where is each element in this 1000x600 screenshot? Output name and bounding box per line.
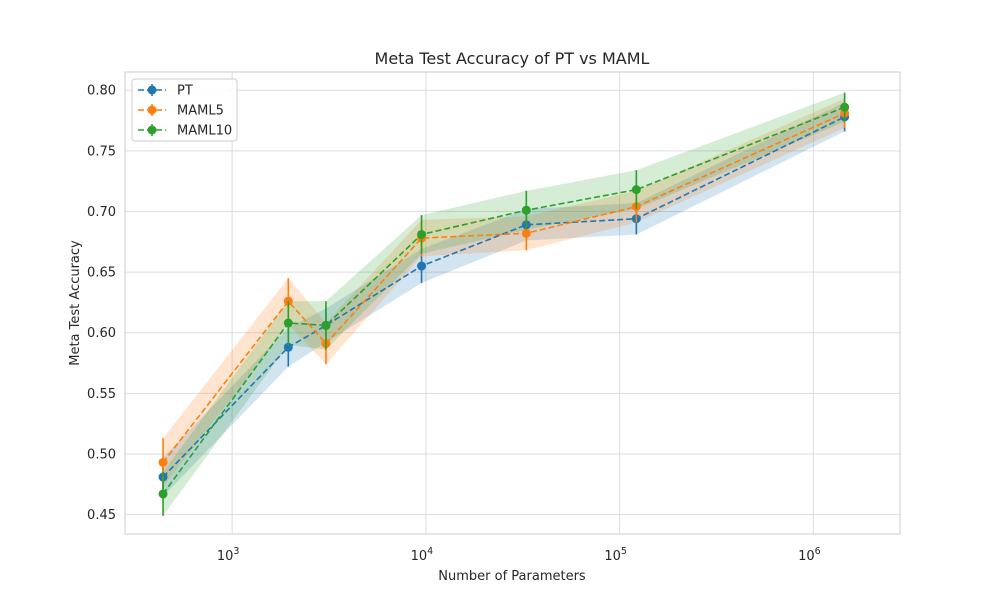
y-tick-label: 0.65 [87,266,116,281]
y-tick-label: 0.50 [87,447,116,462]
y-tick-label: 0.70 [87,205,116,220]
data-point-maml10 [321,320,331,330]
legend-label-maml10: MAML10 [177,124,232,139]
y-tick-label: 0.75 [87,144,116,159]
legend-marker-maml5 [147,105,157,115]
data-point-maml5 [521,228,531,238]
data-point-maml5 [158,457,168,467]
data-point-pt [417,261,427,271]
legend-marker-maml10 [147,125,157,135]
series-group [158,92,850,516]
y-tick-label: 0.45 [87,508,116,523]
chart-title: Meta Test Accuracy of PT vs MAML [375,49,650,68]
data-point-maml10 [158,489,168,499]
data-point-maml10 [283,318,293,328]
legend-item-maml5: MAML5 [138,104,224,119]
grid [125,72,900,534]
x-tick-label: 104 [411,546,434,564]
confidence-band-maml5 [163,98,845,487]
x-axis-label: Number of Parameters [438,569,586,584]
y-tick-label: 0.60 [87,326,116,341]
legend-item-pt: PT [138,84,193,99]
legend-box [131,78,238,142]
confidence-band-pt [163,102,845,497]
data-point-pt [283,342,293,352]
plot-area [125,72,900,534]
x-axis-ticks: 103 104 105 106 [217,546,821,564]
data-point-maml10 [417,229,427,239]
data-point-maml10 [631,185,641,195]
y-axis-label: Meta Test Accuracy [68,240,83,366]
data-point-maml10 [840,102,850,112]
data-point-maml10 [521,205,531,215]
legend-marker-pt [147,85,157,95]
legend: PT MAML5 MAML10 [131,78,238,142]
legend-label-maml5: MAML5 [177,104,224,119]
y-axis-ticks: 0.45 0.50 0.55 0.60 0.65 0.70 0.75 0.80 [87,84,116,523]
series-maml10 [158,92,850,516]
x-tick-label: 105 [604,546,627,564]
legend-label-pt: PT [177,84,193,99]
y-tick-label: 0.80 [87,84,116,99]
x-tick-label: 103 [217,546,240,564]
x-tick-label: 106 [798,546,821,564]
y-tick-label: 0.55 [87,387,116,402]
plot-frame [124,71,901,535]
legend-item-maml10: MAML10 [138,124,232,139]
